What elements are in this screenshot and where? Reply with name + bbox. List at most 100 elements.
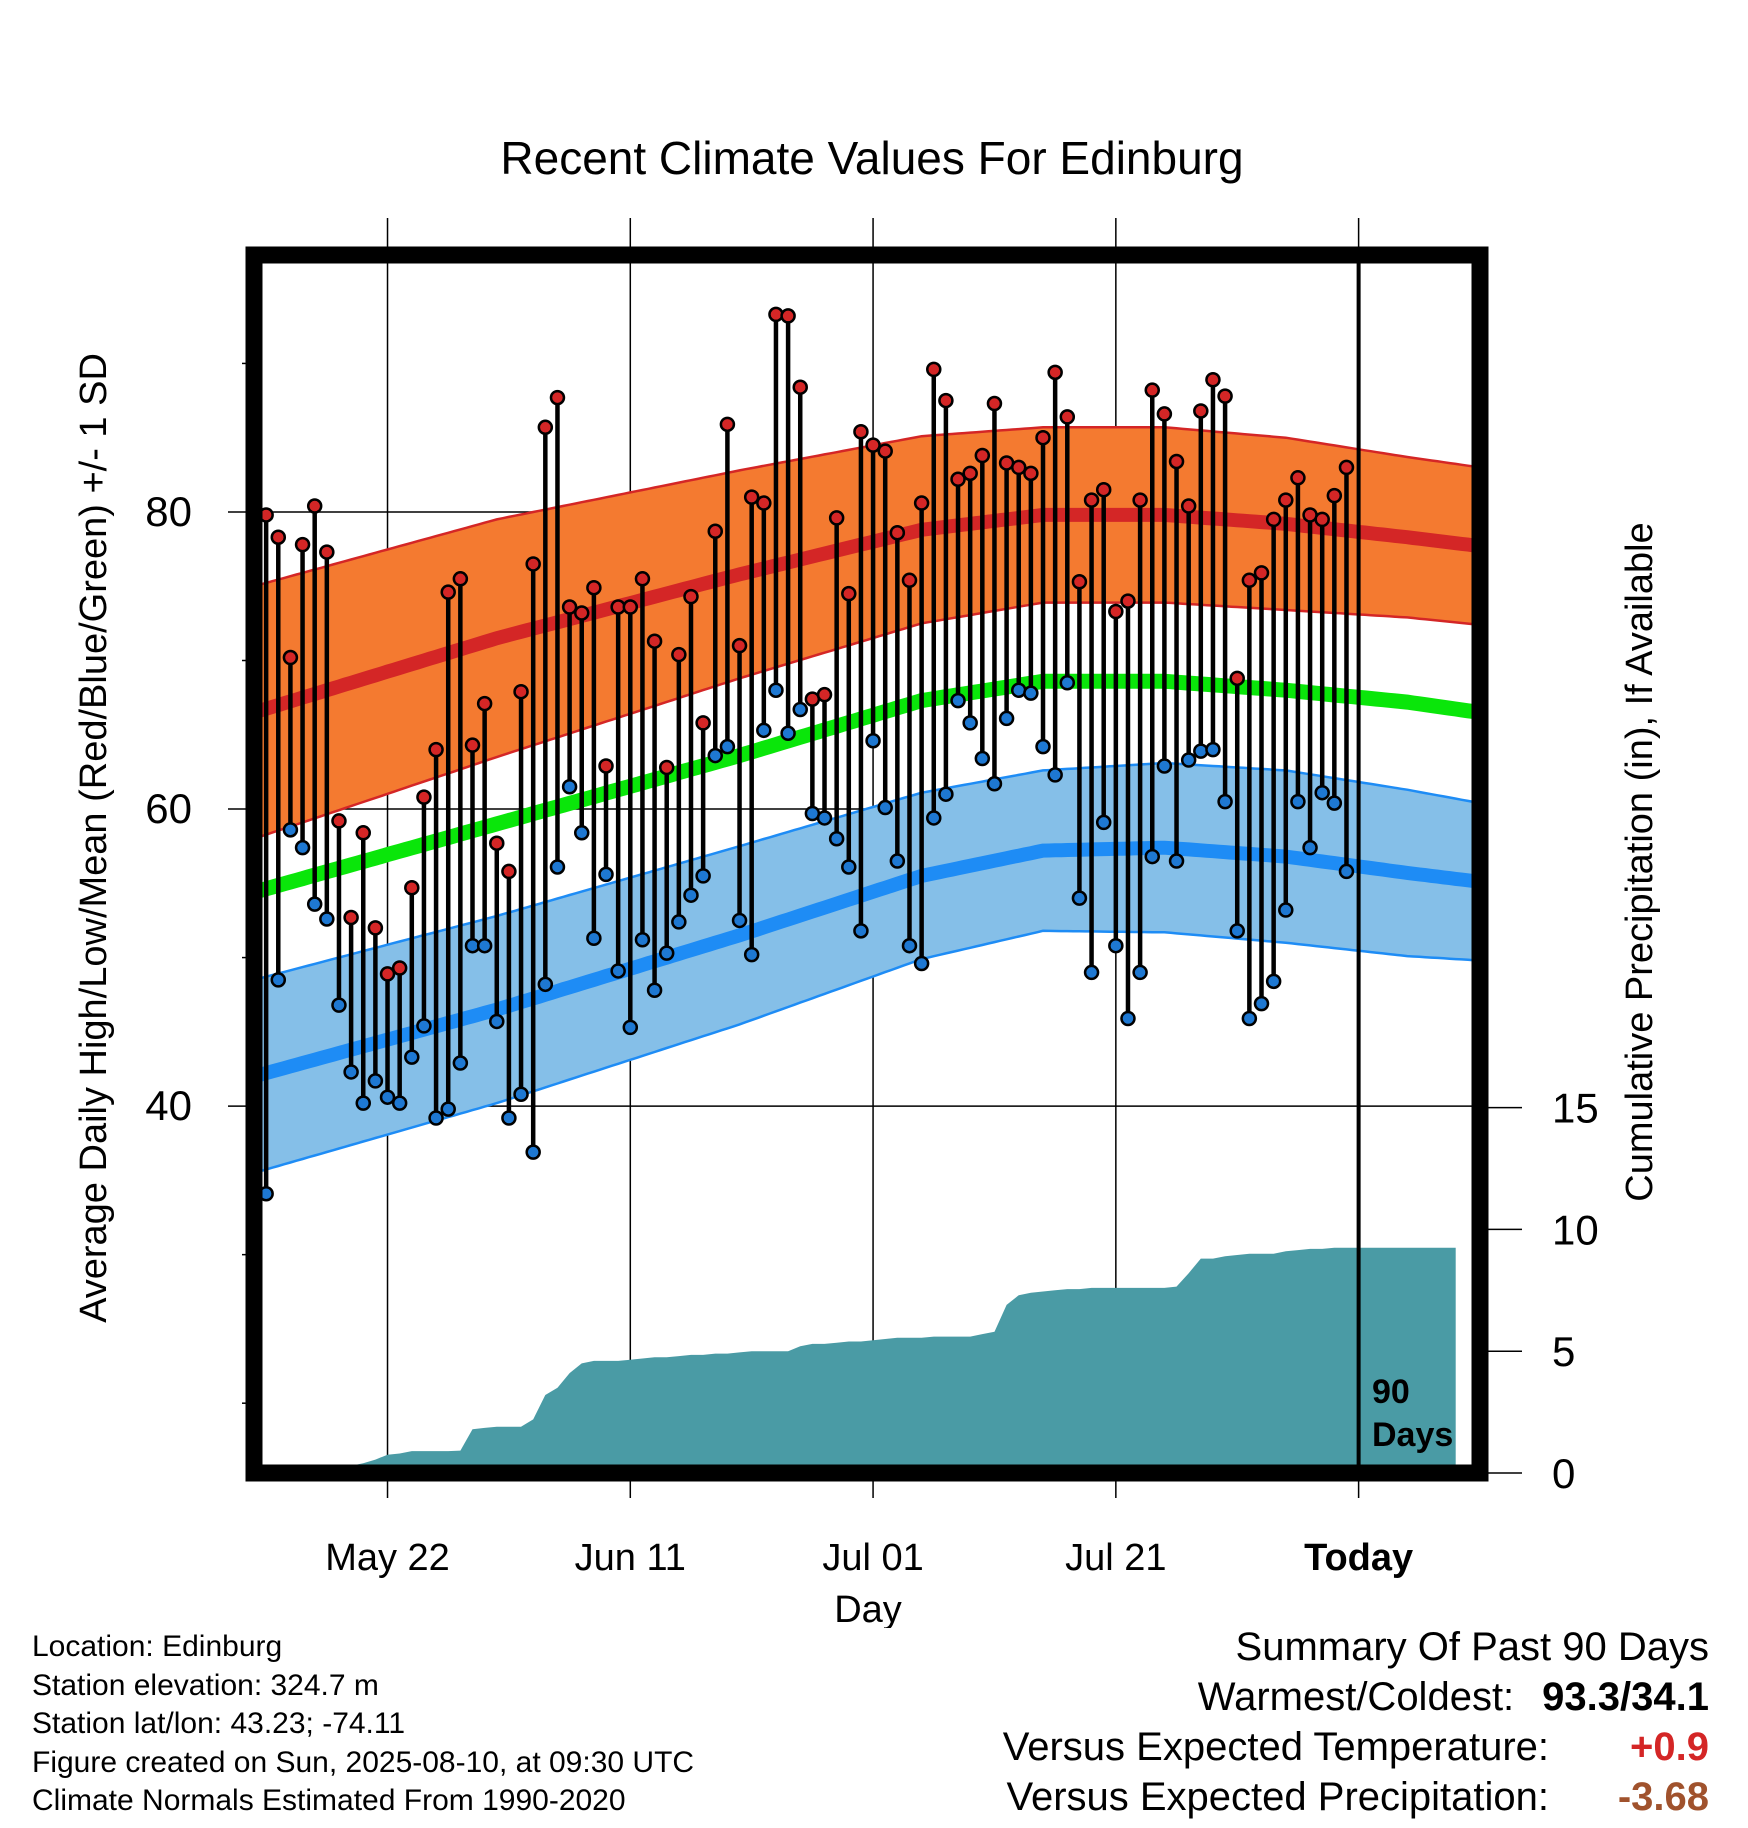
daily-low-point [1071, 890, 1088, 906]
x-tick-label-2: Jul 01 [822, 1537, 923, 1579]
daily-low-point [1217, 793, 1233, 810]
daily-low-point [998, 710, 1015, 727]
daily-high-point [1083, 492, 1100, 508]
precipitation-area [254, 1247, 1456, 1473]
daily-low-point [549, 859, 566, 875]
daily-low-point [865, 732, 881, 749]
daily-high-point [683, 588, 699, 605]
y-tick-label-40: 40 [145, 1082, 192, 1129]
daily-low-point [537, 976, 554, 993]
daily-low-point [901, 937, 918, 954]
daily-high-point [865, 437, 881, 453]
daily-low-point [1265, 973, 1282, 990]
daily-high-point [1035, 429, 1051, 446]
location-text: Location: Edinburg [32, 1630, 283, 1663]
daily-high-point [270, 529, 287, 545]
daily-high-point [913, 495, 930, 511]
daily-low-point [938, 786, 954, 802]
x-tick-label-4: Today [1304, 1537, 1413, 1579]
daily-high-point [573, 605, 590, 621]
daily-low-point [452, 1055, 469, 1071]
daily-low-point [719, 738, 736, 755]
daily-high-point [464, 737, 481, 753]
plot-area [254, 255, 1480, 1473]
daily-low-point [986, 776, 1003, 792]
daily-low-point [1095, 814, 1112, 831]
daily-high-point [743, 489, 760, 505]
daily-high-point [1193, 403, 1209, 419]
daily-high-point [306, 498, 323, 514]
daily-low-point [1120, 1010, 1136, 1027]
daily-low-point [367, 1073, 384, 1089]
daily-high-point [1023, 465, 1039, 482]
daily-high-point [440, 584, 456, 600]
daily-high-point [707, 523, 724, 540]
daily-low-point [1278, 902, 1294, 918]
daily-high-point [695, 715, 711, 731]
daily-low-point [598, 866, 614, 883]
daily-low-point [476, 937, 493, 954]
daily-low-point [768, 682, 784, 698]
daily-high-point [1180, 498, 1197, 514]
daily-high-point [525, 556, 541, 572]
daily-low-point [428, 1110, 444, 1126]
y-tick-label-60: 60 [145, 785, 192, 832]
daily-high-point [331, 813, 347, 829]
daily-high-point [1229, 670, 1245, 687]
daily-low-point [792, 701, 808, 718]
high-normal-band [254, 426, 1480, 841]
warm-cold-value: 93.3/34.1 [1542, 1675, 1709, 1719]
daily-high-point [634, 571, 651, 587]
daily-low-point [1290, 793, 1306, 810]
y2-tick-label-5: 5 [1552, 1328, 1575, 1375]
daily-low-point [683, 887, 699, 903]
summary-precip-row: Versus Expected Precipitation: -3.68 [1003, 1772, 1709, 1822]
daily-high-point [379, 966, 396, 982]
daily-high-point [986, 395, 1003, 412]
daily-high-point [561, 599, 578, 615]
today-window-label-number: 90 [1372, 1373, 1410, 1411]
plot-frame [245, 246, 1489, 1482]
daily-high-point [1205, 372, 1221, 388]
daily-high-point [501, 863, 517, 880]
daily-high-point [962, 465, 978, 482]
daily-low-point [379, 1089, 396, 1105]
daily-low-point [1302, 839, 1318, 856]
daily-low-point [634, 932, 651, 948]
y2-tick-label-10: 10 [1552, 1206, 1599, 1253]
x-tick-label-1: Jun 11 [575, 1537, 686, 1579]
daily-high-point [1326, 487, 1343, 504]
daily-low-point [1168, 853, 1185, 869]
daily-low-point [282, 822, 299, 838]
daily-low-point [950, 692, 966, 709]
normals-text: Climate Normals Estimated From 1990-2020 [32, 1784, 626, 1817]
daily-high-point [355, 825, 371, 841]
daily-high-point [513, 683, 529, 700]
daily-high-point [889, 525, 906, 541]
daily-high-point [1217, 388, 1233, 404]
elevation-text: Station elevation: 324.7 m [32, 1668, 379, 1702]
daily-low-point [756, 722, 772, 739]
daily-high-point [756, 495, 772, 511]
x-tick-label-3: Jul 21 [1065, 1537, 1166, 1579]
daily-high-point [841, 585, 857, 602]
daily-low-point [962, 715, 978, 731]
daily-high-point [1241, 572, 1258, 589]
daily-high-point [1132, 492, 1148, 508]
daily-high-point [476, 695, 493, 712]
daily-high-point [938, 392, 954, 409]
daily-high-point [282, 649, 299, 666]
daily-low-point [440, 1101, 456, 1117]
daily-high-point [792, 379, 808, 395]
daily-low-point [573, 825, 590, 841]
daily-high-point [780, 308, 796, 324]
daily-low-point [306, 896, 323, 912]
daily-low-point [1180, 752, 1197, 768]
daily-high-point [367, 920, 384, 936]
daily-high-point [549, 389, 566, 406]
daily-low-point [319, 911, 335, 927]
daily-low-point [622, 1019, 639, 1036]
daily-high-point [1290, 470, 1306, 486]
daily-high-point [416, 789, 432, 805]
created-text: Figure created on Sun, 2025-08-10, at 09… [32, 1745, 695, 1779]
